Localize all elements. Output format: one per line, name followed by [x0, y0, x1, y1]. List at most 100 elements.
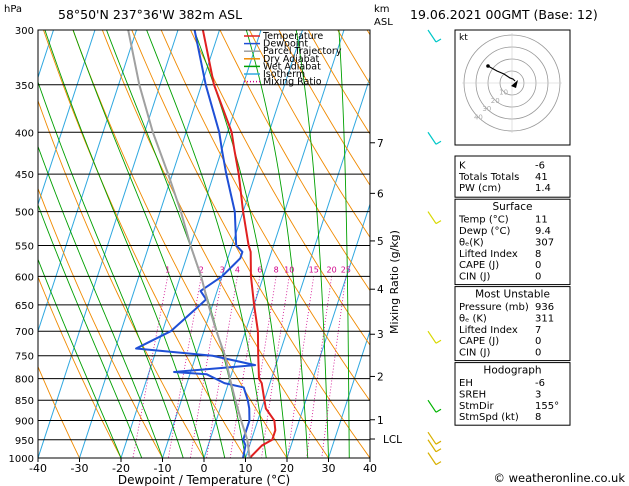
hodograph-block-label: SREH: [459, 389, 486, 400]
mixing-ratio-line: [132, 276, 169, 458]
hodograph-ring-label: 40: [474, 114, 483, 122]
isotherm-line: [0, 30, 12, 458]
legend-entry: Dewpoint: [263, 39, 308, 50]
most-unstable-block-frame: [454, 286, 571, 362]
plot-frame: [37, 29, 371, 459]
most-unstable-block-label: Lifted Index: [459, 325, 518, 336]
indices-block-value: 41: [535, 172, 548, 183]
mixing-ratio-labels: 1 2 3 4 6 8 10 15 20 25: [165, 265, 351, 274]
hpa-label: hPa: [4, 4, 22, 15]
isotherm-line: [79, 30, 220, 458]
isotherm-line: [38, 30, 179, 458]
mixing-ratio-line: [167, 276, 202, 458]
wind-barb-flag: [435, 448, 442, 453]
most-unstable-block-value: 311: [535, 313, 554, 324]
indices-block-label: K: [459, 160, 466, 171]
x-tick-label: -10: [154, 462, 172, 475]
pressure-tick-label: 450: [15, 170, 34, 181]
most-unstable-block-label: θₑ (K): [459, 313, 487, 324]
mixing-ratio-label: 1: [165, 265, 170, 274]
pressure-tick-label: 850: [15, 396, 34, 407]
pressure-tick-label: 350: [15, 81, 34, 92]
hodograph-block-value: 3: [535, 389, 541, 400]
most-unstable-block-label: CIN (J): [459, 348, 490, 359]
hodograph-frame: [454, 29, 571, 146]
surface-block-label: Lifted Index: [459, 249, 518, 260]
axes: 3003504004505005506006507007508008509009…: [9, 26, 403, 475]
wet-adiabat-line: [245, 30, 309, 458]
hodograph-ring-label: 10: [499, 88, 508, 96]
mixing-ratio-axis-label: Mixing Ratio (g/kg): [388, 230, 401, 334]
mixing-ratio-line: [189, 276, 223, 458]
surface-block-value: 8: [535, 249, 541, 260]
hodograph-block-label: StmDir: [459, 401, 494, 412]
pressure-tick-label: 500: [15, 208, 34, 219]
dry-adiabat-line: [72, 30, 288, 458]
wind-barb: [427, 431, 437, 445]
wind-barb-flag: [435, 38, 442, 43]
indices-block-value: 1.4: [535, 183, 551, 194]
x-tick-label: -30: [71, 462, 89, 475]
x-tick-label: -20: [112, 462, 130, 475]
mixing-ratio-label: 10: [284, 265, 294, 274]
km-tick-label: 6: [377, 188, 384, 200]
mixing-ratio-label: 3: [220, 265, 225, 274]
legend-entry: Isotherm: [263, 69, 305, 80]
wind-barb-flag: [435, 408, 442, 413]
km-tick-label: 3: [377, 329, 384, 341]
hodograph-block-frame: [454, 362, 571, 426]
pressure-tick-label: 300: [15, 26, 34, 37]
pressure-tick-label: 700: [15, 327, 34, 338]
km-tick-label: 4: [377, 284, 384, 296]
isotherm-line: [38, 30, 96, 206]
dry-adiabat-line: [101, 30, 329, 458]
pressure-tick-label: 550: [15, 241, 34, 252]
surface-block-value: 0: [535, 272, 541, 283]
mixing-ratio-line: [206, 276, 238, 458]
wind-barb-flag: [435, 461, 442, 466]
wind-barb: [427, 29, 437, 43]
pressure-tick-label: 800: [15, 375, 34, 386]
km-tick-label: 5: [377, 236, 384, 248]
most-unstable-block-value: 0: [535, 336, 541, 347]
pressure-tick-label: 1000: [9, 454, 34, 465]
surface-block-title: Surface: [492, 201, 532, 213]
x-tick-label: 10: [239, 462, 253, 475]
datetime-title: 19.06.2021 00GMT (Base: 12): [410, 7, 598, 22]
wind-barb-flag: [435, 140, 442, 145]
surface-block-label: Temp (°C): [458, 215, 509, 226]
temperature-line: [201, 30, 277, 458]
surface-block-frame: [454, 198, 571, 286]
wet-adiabat-line: [44, 30, 205, 458]
wind-barb-flag: [435, 440, 442, 445]
wind-barb: [427, 330, 437, 344]
mixing-ratio-label: 2: [199, 265, 204, 274]
legend-entry: Dry Adiabat: [263, 54, 320, 65]
copyright: © weatheronline.co.uk: [493, 471, 625, 485]
dry-adiabat-line: [190, 30, 370, 346]
surface-block-value: 11: [535, 215, 548, 226]
most-unstable-block-value: 936: [535, 302, 554, 313]
hodograph-point: [486, 64, 490, 68]
hodograph-kt-label: kt: [459, 33, 468, 43]
wind-barb-flag: [435, 220, 442, 225]
dry-adiabat-line: [38, 365, 80, 458]
isotherm-line: [203, 30, 345, 458]
lcl-label: LCL: [383, 434, 402, 446]
mixing-ratio-label: 25: [341, 265, 351, 274]
wet-adiabat-line: [38, 80, 184, 458]
wind-barb: [427, 452, 437, 465]
legend-entry: Parcel Trajectory: [263, 46, 342, 57]
hodograph-ring-label: 30: [482, 105, 491, 113]
hodograph-block-value: 8: [535, 412, 541, 423]
pressure-tick-label: 900: [15, 417, 34, 428]
isotherm-line: [286, 202, 370, 458]
wind-barbs: [427, 29, 442, 466]
dry-adiabat-line: [249, 30, 370, 239]
isotherm-line: [328, 329, 370, 458]
storm-motion-marker: [511, 80, 518, 88]
surface-block-label: Dewp (°C): [459, 226, 510, 237]
